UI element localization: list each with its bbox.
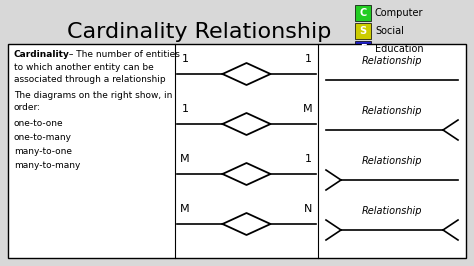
Text: one-to-many: one-to-many <box>14 133 72 142</box>
Text: 1: 1 <box>182 104 189 114</box>
Text: 1: 1 <box>304 54 311 64</box>
Text: associated through a relationship: associated through a relationship <box>14 75 165 84</box>
Bar <box>355 5 371 21</box>
Text: Relationship: Relationship <box>362 156 422 166</box>
Bar <box>355 41 371 57</box>
Text: order:: order: <box>14 103 41 112</box>
Text: Relationship: Relationship <box>362 206 422 216</box>
Text: Cardinality: Cardinality <box>14 50 70 59</box>
Text: – The number of entities: – The number of entities <box>66 50 180 59</box>
Text: S: S <box>359 26 366 36</box>
Text: E: E <box>360 44 366 54</box>
Text: M: M <box>303 104 313 114</box>
Text: Computer: Computer <box>375 8 423 18</box>
Text: N: N <box>304 204 312 214</box>
Text: M: M <box>180 154 190 164</box>
Text: 1: 1 <box>182 54 189 64</box>
Bar <box>355 23 371 39</box>
Text: Cardinality Relationship: Cardinality Relationship <box>67 22 331 42</box>
Text: C: C <box>359 8 366 18</box>
Bar <box>8 44 466 258</box>
Text: 1: 1 <box>304 154 311 164</box>
Text: The diagrams on the right show, in: The diagrams on the right show, in <box>14 91 173 100</box>
Text: Education: Education <box>375 44 424 54</box>
Text: many-to-one: many-to-one <box>14 147 72 156</box>
Text: Relationship: Relationship <box>362 56 422 66</box>
Text: to which another entity can be: to which another entity can be <box>14 63 154 72</box>
Text: Relationship: Relationship <box>362 106 422 116</box>
Text: one-to-one: one-to-one <box>14 119 64 128</box>
Text: M: M <box>180 204 190 214</box>
Text: Social: Social <box>375 26 404 36</box>
Text: many-to-many: many-to-many <box>14 161 81 170</box>
